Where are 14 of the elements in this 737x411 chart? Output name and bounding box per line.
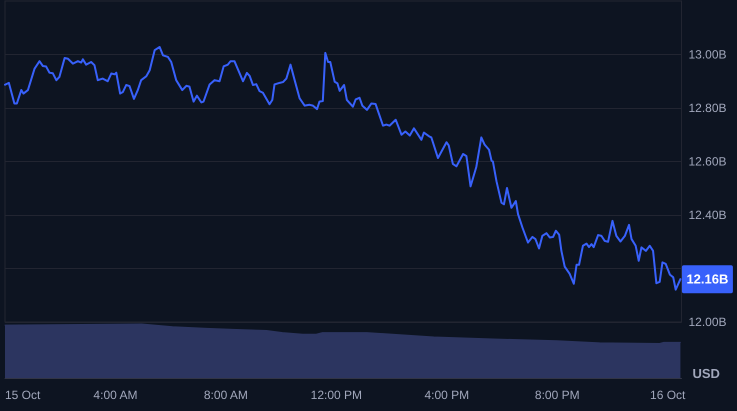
x-tick-label: 8:00 PM — [534, 388, 580, 402]
x-tick-label: 12:00 PM — [310, 388, 362, 402]
y-tick-label: 12.40B — [688, 208, 727, 222]
y-axis-title: USD — [692, 366, 720, 381]
y-tick-label: 12.80B — [688, 101, 727, 115]
y-tick-label: 13.00B — [688, 48, 727, 62]
x-tick-label: 4:00 PM — [424, 388, 470, 402]
y-tick-label: 12.00B — [688, 315, 727, 329]
x-tick-label: 4:00 AM — [93, 388, 138, 402]
x-tick-label: 16 Oct — [650, 388, 686, 402]
x-tick-label: 8:00 AM — [204, 388, 248, 402]
annotation: 12.16B — [686, 272, 728, 287]
y-tick-label: 12.60B — [688, 154, 727, 168]
x-tick-label: 15 Oct — [5, 388, 42, 402]
